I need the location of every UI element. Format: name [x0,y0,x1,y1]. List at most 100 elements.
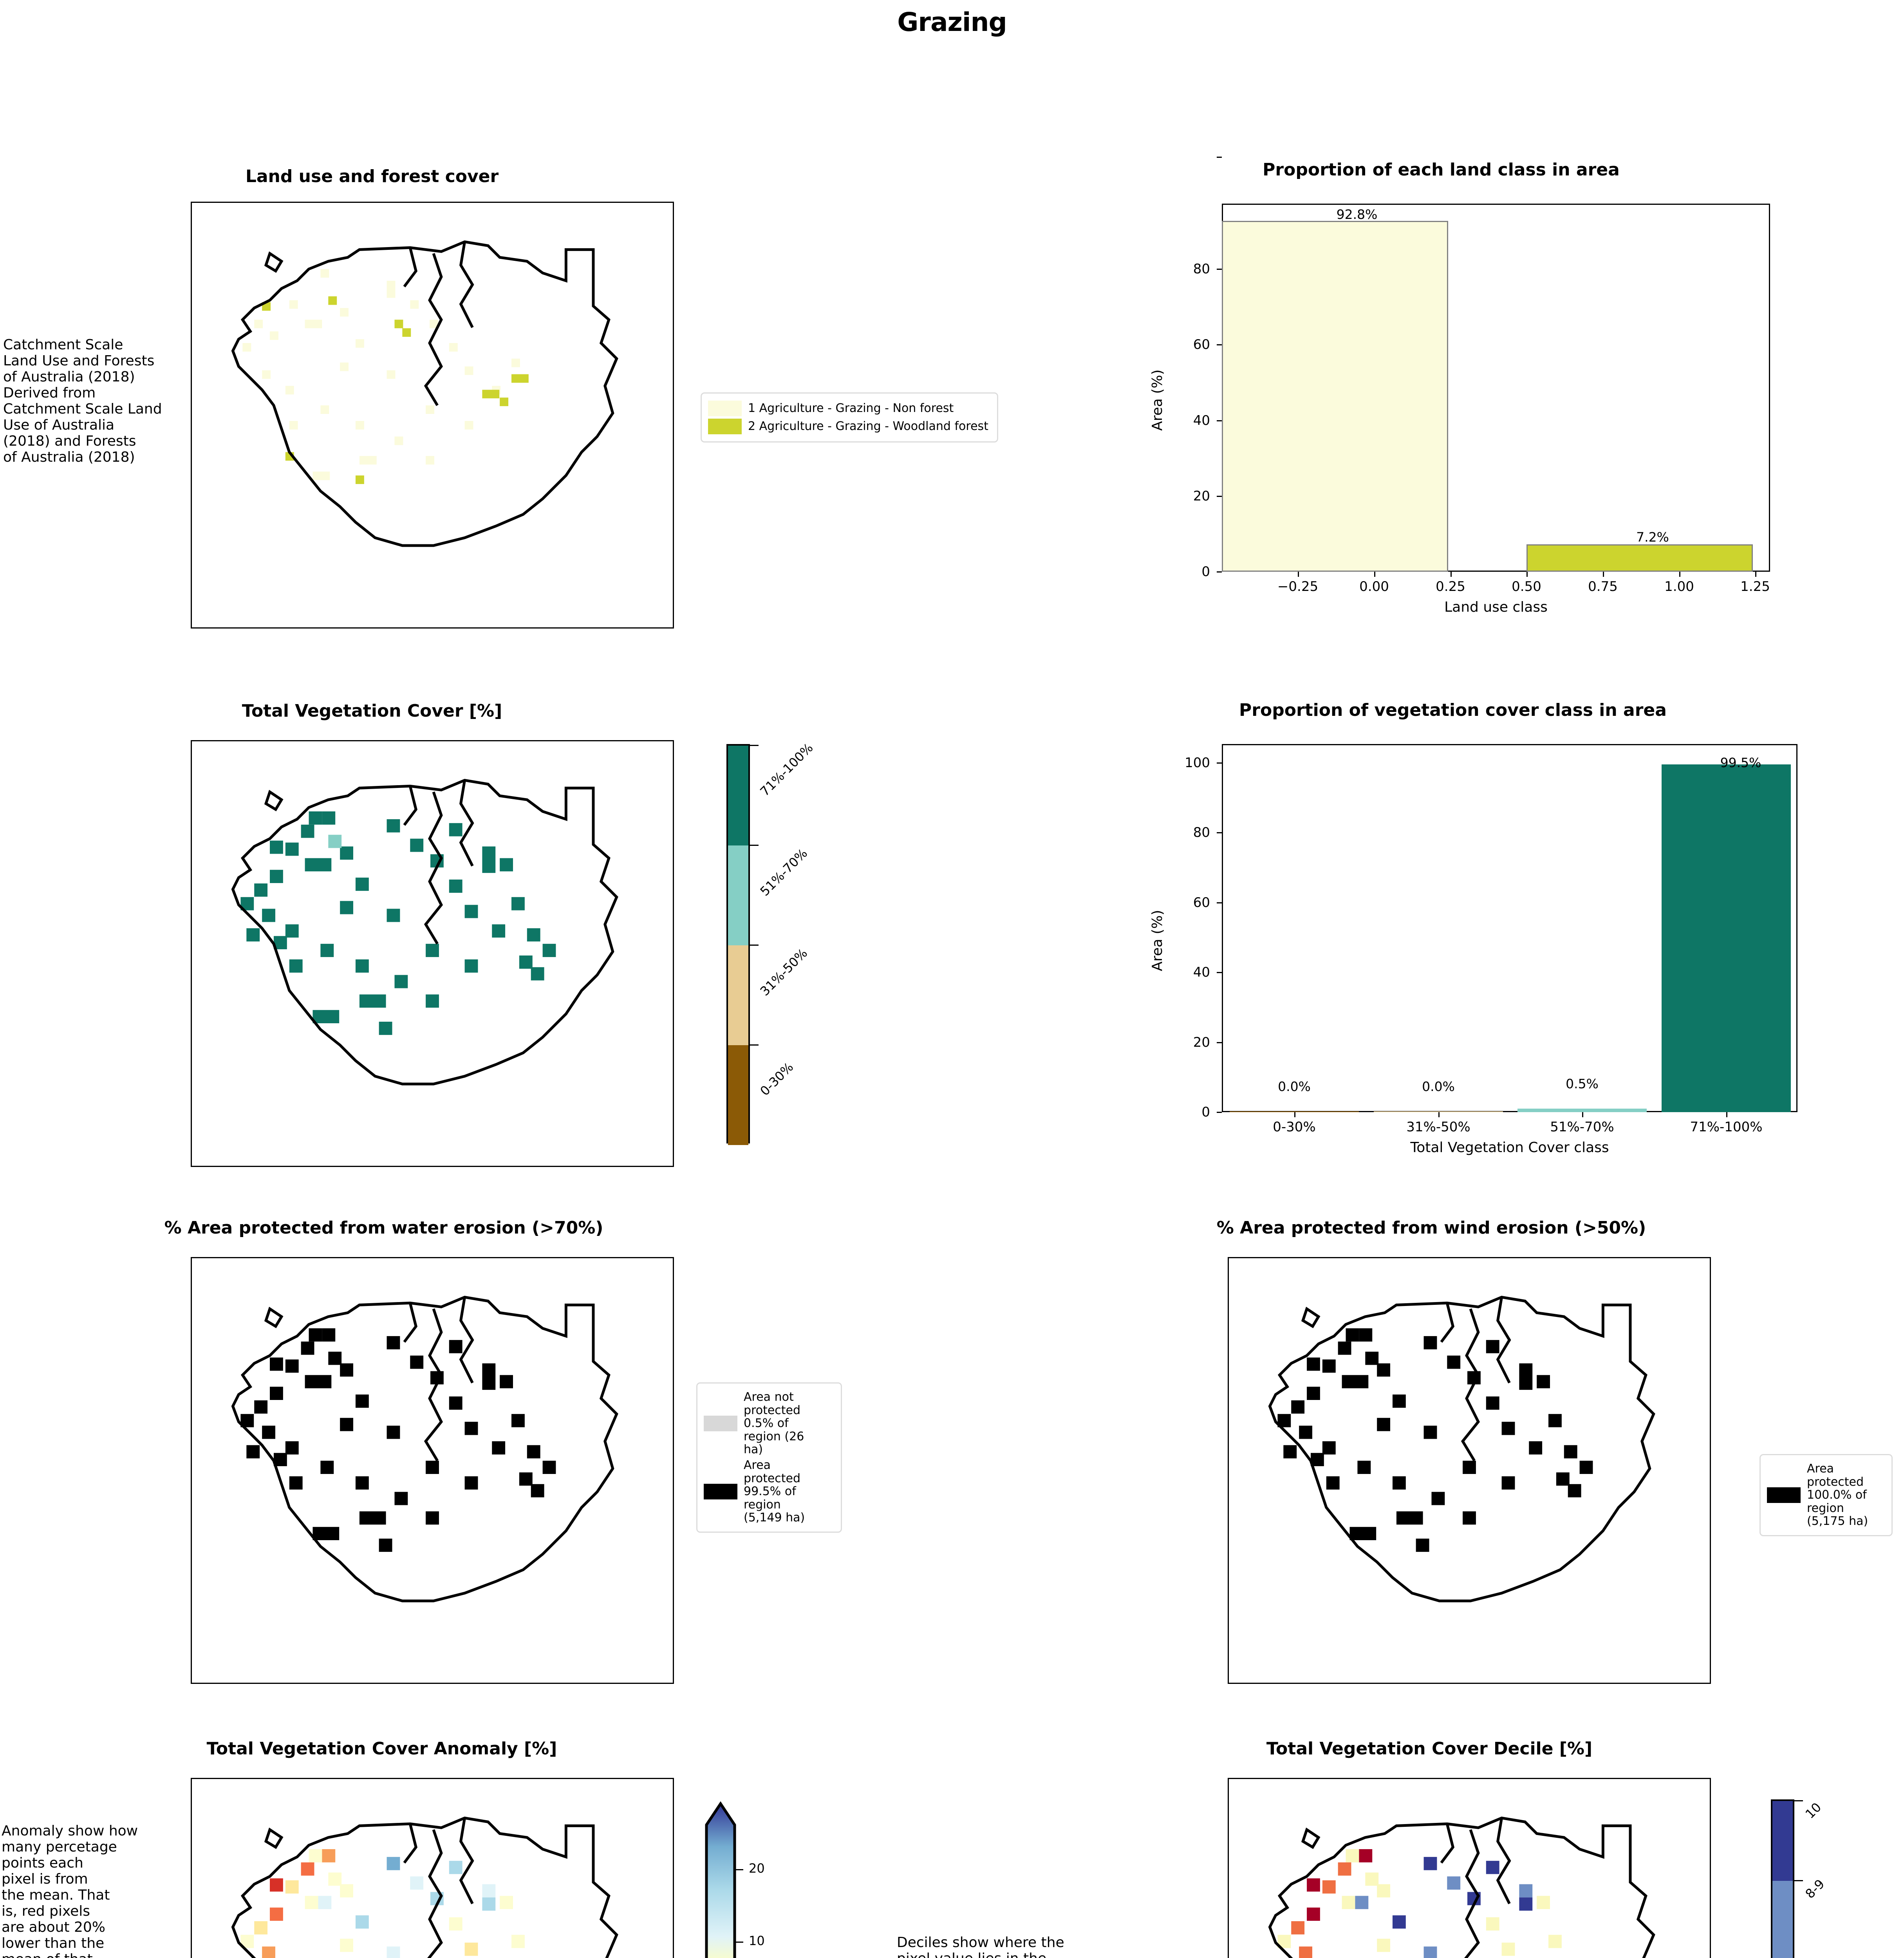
bar-label-veg-class-0: 0.0% [1278,1079,1311,1094]
water-erosion-map-svg [231,1295,618,1602]
veg-cover-colorbar[interactable]: 71%-100% 51%-70% 31%-50% 0-30% [726,740,922,1159]
legend-item: Area protected 99.5% of region (5,149 ha… [704,1459,835,1524]
decile-pixels [1277,1849,1562,1958]
anomaly-cbar-tick-10: 10 [749,1933,765,1948]
water-erosion-legend[interactable]: Area not protected 0.5% of region (26 ha… [696,1382,842,1533]
veg-cover-colorbar-body [726,744,750,1145]
bar-land-class-1[interactable] [1526,544,1753,572]
legend-label-nonforest: 1 Agriculture - Grazing - Non forest [748,401,954,415]
land-class-chart-title: Proportion of each land class in area [1263,160,1620,180]
decile-colorbar[interactable]: 10 8-9 4-7 2-3 1 [1771,1799,1904,1958]
ytick-60: 60 [1193,337,1210,352]
anomaly-colorbar[interactable]: 20 10 0 −10 −20 [705,1801,862,1958]
veg-cover-map[interactable] [191,740,674,1167]
land-use-source-note: Catchment Scale Land Use and Forests of … [3,337,162,466]
anomaly-note: Anomaly show how many percetage points e… [2,1823,138,1958]
ytick-80: 80 [1193,261,1210,277]
anomaly-map[interactable] [191,1778,674,1958]
ytick-40: 40 [1193,413,1210,428]
legend-item: 2 Agriculture - Grazing - Woodland fores… [708,419,991,434]
vytick-80: 80 [1193,825,1210,840]
land-class-ylabel: Area (%) [1149,369,1165,431]
vytick-0: 0 [1201,1104,1210,1120]
vxtick-1: 31%-50% [1406,1119,1470,1135]
bar-veg-class-0[interactable] [1230,1111,1359,1112]
region-boundary [1268,1816,1655,1958]
region-boundary [231,240,618,547]
legend-item: Area not protected 0.5% of region (26 ha… [704,1391,835,1456]
vxtick-0: 0-30% [1273,1119,1316,1135]
veg-cover-cbar-label-31-50: 31%-50% [757,945,811,999]
vytick-40: 40 [1193,965,1210,980]
legend-label-not-protected: Area not protected 0.5% of region (26 ha… [744,1390,804,1457]
decile-cbar-label-8-9: 8-9 [1802,1876,1828,1902]
legend-swatch-woodland [708,419,742,434]
bar-label-veg-class-3: 99.5% [1720,755,1761,770]
decile-note: Deciles show where the pixel value lies … [897,1935,1064,1958]
protected-pixels [240,1328,556,1552]
region-boundary [231,779,618,1086]
wind-erosion-panel-title: % Area protected from wind erosion (>50%… [1216,1218,1646,1238]
bar-veg-class-1[interactable] [1374,1111,1503,1112]
veg-cover-cbar-label-71-100: 71%-100% [757,740,816,799]
veg-cover-cbar-label-51-70: 51%-70% [757,845,811,899]
land-use-legend[interactable]: 1 Agriculture - Grazing - Non forest 2 A… [701,392,998,443]
vytick-60: 60 [1193,895,1210,910]
veg-cover-seg-31-50 [728,945,748,1045]
anomaly-pixels [240,1849,525,1958]
veg-cover-seg-51-70 [728,845,748,945]
land-use-pixels [242,269,529,484]
legend-label-woodland: 2 Agriculture - Grazing - Woodland fores… [748,419,988,434]
ytick-0: 0 [1201,564,1210,580]
veg-cover-map-svg [231,779,618,1086]
veg-class-ylabel: Area (%) [1149,910,1165,971]
land-use-map[interactable] [191,202,674,629]
decile-cbar-label-4-7: 4-7 [1803,1956,1828,1958]
water-erosion-map[interactable] [191,1257,674,1684]
bar-veg-class-2[interactable] [1517,1109,1647,1112]
land-class-xlabel: Land use class [1444,599,1548,615]
veg-cover-seg-0-30 [728,1045,748,1145]
protected-pixels [1277,1328,1593,1552]
land-class-chart[interactable]: Proportion of each land class in area 0 … [1108,157,1852,646]
legend-swatch-protected [1767,1487,1801,1503]
anomaly-panel-title: Total Vegetation Cover Anomaly [%] [206,1739,557,1759]
legend-swatch-protected [704,1483,737,1499]
xtick-4: 0.75 [1588,579,1618,594]
veg-class-chart[interactable]: Proportion of vegetation cover class in … [1108,697,1852,1206]
wind-erosion-legend[interactable]: Area protected 100.0% of region (5,175 h… [1759,1454,1893,1536]
page-title: Grazing [897,7,1007,37]
veg-cover-pixels [240,811,556,1035]
vxtick-3: 71%-100% [1690,1119,1763,1135]
legend-swatch-nonforest [708,401,742,416]
xtick-5: 1.00 [1664,579,1694,594]
vytick-20: 20 [1193,1035,1210,1050]
wind-erosion-map[interactable] [1228,1257,1711,1684]
bar-label-land-class-0: 92.8% [1336,207,1378,222]
decile-seg-10 [1772,1801,1793,1881]
anomaly-map-svg [231,1816,618,1958]
decile-cbar-label-10: 10 [1802,1799,1825,1822]
water-erosion-panel-title: % Area protected from water erosion (>70… [164,1218,603,1238]
land-use-map-svg [231,240,618,547]
legend-label-protected: Area protected 99.5% of region (5,149 ha… [744,1458,805,1525]
bar-land-class-0[interactable] [1222,221,1448,572]
xtick-2: 0.25 [1436,579,1465,594]
veg-cover-cbar-label-0-30: 0-30% [757,1059,797,1099]
land-use-panel-title: Land use and forest cover [245,166,499,186]
decile-seg-8-9 [1772,1881,1793,1958]
decile-map-svg [1268,1816,1655,1958]
region-boundary [231,1816,618,1958]
bar-label-land-class-1: 7.2% [1636,529,1669,545]
bar-veg-class-3[interactable] [1662,764,1791,1112]
anomaly-cbar-tick-20: 20 [749,1861,765,1876]
decile-panel-title: Total Vegetation Cover Decile [%] [1266,1739,1593,1759]
wind-erosion-map-svg [1268,1295,1655,1602]
xtick-6: 1.25 [1740,579,1770,594]
bar-label-veg-class-1: 0.0% [1422,1079,1455,1094]
legend-label-protected: Area protected 100.0% of region (5,175 h… [1807,1462,1868,1528]
vxtick-2: 51%-70% [1550,1119,1614,1135]
region-boundary [1268,1295,1655,1602]
xtick-0: −0.25 [1277,579,1319,594]
decile-map[interactable] [1228,1778,1711,1958]
